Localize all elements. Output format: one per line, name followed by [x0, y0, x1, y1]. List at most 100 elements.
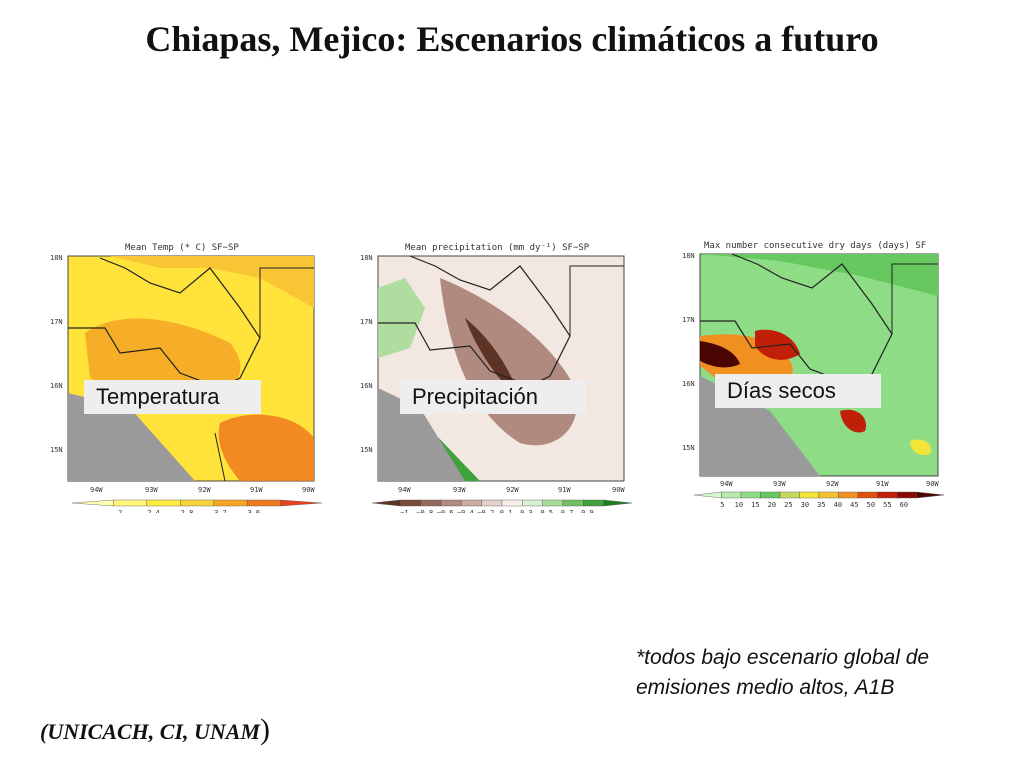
colorbar-tick-label: 3.2 [214, 509, 227, 513]
slide-title: Chiapas, Mejico: Escenarios climáticos a… [145, 19, 879, 59]
colorbar-tick-label: 30 [801, 501, 809, 509]
colorbar-tick-label: −0.6 [437, 509, 454, 513]
colorbar-swatch [603, 499, 633, 507]
svg-text:18N: 18N [50, 254, 63, 262]
svg-text:91W: 91W [558, 486, 571, 494]
svg-text:17N: 17N [50, 318, 63, 326]
svg-text:93W: 93W [145, 486, 158, 494]
colorbar-tick-label: 0.5 [540, 509, 553, 513]
svg-text:90W: 90W [926, 480, 939, 488]
svg-text:92W: 92W [506, 486, 519, 494]
svg-text:91W: 91W [876, 480, 889, 488]
svg-text:94W: 94W [398, 486, 411, 494]
colorbar-swatch [818, 491, 839, 499]
colorbar-dry-days: 5 10 15 20 25 30 35 40 45 50 55 60 [693, 491, 945, 509]
colorbar-swatch [838, 491, 859, 499]
colorbar-swatch [562, 499, 584, 507]
colorbar-swatch [779, 491, 800, 499]
colorbar-swatch [461, 499, 482, 507]
map-panel-temperature: Mean Temp (* C) SF−SP 18N 17N 16N 15N 94… [10, 238, 340, 513]
colorbar-swatch [481, 499, 503, 507]
map-precipitation: Mean precipitation (mm dy⁻¹) SF−SP 18N 1… [360, 243, 633, 513]
colorbar-swatch [180, 499, 214, 507]
colorbar-swatch [280, 499, 323, 507]
svg-text:94W: 94W [720, 480, 733, 488]
svg-text:15N: 15N [50, 446, 63, 454]
colorbar-tick-label: 40 [834, 501, 842, 509]
colorbar-swatch [542, 499, 564, 507]
colorbar-tick-label: −0.8 [416, 509, 433, 513]
map-title: Max number consecutive dry days (days) S… [704, 241, 926, 251]
svg-text:16N: 16N [50, 382, 63, 390]
colorbar-swatch [71, 499, 114, 507]
colorbar-tick-label: 0.3 [520, 509, 533, 513]
colorbar-tick-label: 35 [817, 501, 825, 509]
colorbar-tick-label: −1 [400, 509, 408, 513]
colorbar-swatch [916, 491, 945, 499]
svg-text:92W: 92W [198, 486, 211, 494]
colorbar-tick-label: 20 [768, 501, 776, 509]
svg-text:17N: 17N [682, 316, 695, 324]
map-title: Mean Temp (* C) SF−SP [125, 243, 239, 253]
colorbar-precipitation: −1 −0.8 −0.6 −0.4 −0.2 0.1 0.3 0.5 0.7 0.9 [371, 499, 633, 513]
colorbar-swatch [501, 499, 523, 507]
colorbar-tick-label: 3.6 [248, 509, 261, 513]
colorbar-tick-label: 15 [751, 501, 759, 509]
map-panel-dry-days: Max number consecutive dry days (days) S… [660, 236, 960, 511]
svg-text:90W: 90W [302, 486, 315, 494]
map-panel-precipitation: Mean precipitation (mm dy⁻¹) SF−SP 18N 1… [330, 238, 650, 513]
svg-text:93W: 93W [773, 480, 786, 488]
map-temperature: Mean Temp (* C) SF−SP 18N 17N 16N 15N 94… [50, 243, 323, 513]
colorbar-tick-label: 0.9 [581, 509, 594, 513]
colorbar-tick-label: 25 [784, 501, 792, 509]
colorbar-swatch [146, 499, 181, 507]
colorbar-swatch [246, 499, 281, 507]
colorbar-swatch [522, 499, 543, 507]
colorbar-swatch [371, 499, 401, 507]
colorbar-swatch [721, 491, 742, 499]
colorbar-swatch [877, 491, 898, 499]
colorbar-tick-label: 0.1 [500, 509, 513, 513]
colorbar-tick-label: 2.4 [147, 509, 160, 513]
colorbar-swatch [896, 491, 917, 499]
svg-text:94W: 94W [90, 486, 103, 494]
colorbar-tick-label: −0.2 [477, 509, 494, 513]
map-label-precipitacion: Precipitación [400, 380, 586, 414]
svg-text:15N: 15N [682, 444, 695, 452]
colorbar-swatch [213, 499, 248, 507]
colorbar-temperature: 2 2.4 2.8 3.2 3.6 [71, 499, 323, 513]
map-label-dias-secos: Días secos [715, 374, 881, 408]
colorbar-swatch [420, 499, 442, 507]
colorbar-swatch [857, 491, 878, 499]
colorbar-tick-label: 10 [735, 501, 743, 509]
colorbar-swatch [693, 491, 722, 499]
svg-text:90W: 90W [612, 486, 625, 494]
svg-text:16N: 16N [360, 382, 373, 390]
map-label-temperatura: Temperatura [84, 380, 261, 414]
svg-text:16N: 16N [682, 380, 695, 388]
colorbar-swatch [799, 491, 820, 499]
svg-text:15N: 15N [360, 446, 373, 454]
colorbar-swatch [760, 491, 781, 499]
colorbar-tick-label: 60 [900, 501, 908, 509]
colorbar-swatch [440, 499, 462, 507]
colorbar-tick-label: 55 [883, 501, 891, 509]
colorbar-tick-label: 2 [118, 509, 122, 513]
svg-text:92W: 92W [826, 480, 839, 488]
colorbar-swatch [113, 499, 148, 507]
colorbar-tick-label: 0.7 [561, 509, 574, 513]
colorbar-tick-label: −0.4 [457, 509, 474, 513]
svg-text:91W: 91W [250, 486, 263, 494]
credit-close-paren: ) [260, 713, 271, 746]
credit-text: (UNICACH, CI, UNAM [40, 719, 261, 744]
credit-line: (UNICACH, CI, UNAM) [40, 713, 270, 747]
colorbar-tick-label: 50 [867, 501, 875, 509]
colorbar-swatch [583, 499, 604, 507]
svg-text:17N: 17N [360, 318, 373, 326]
svg-text:93W: 93W [453, 486, 466, 494]
scenario-note: *todos bajo escenario global de emisione… [636, 646, 930, 699]
colorbar-tick-label: 2.8 [181, 509, 194, 513]
colorbar-swatch [740, 491, 761, 499]
svg-text:18N: 18N [360, 254, 373, 262]
colorbar-tick-label: 45 [850, 501, 858, 509]
